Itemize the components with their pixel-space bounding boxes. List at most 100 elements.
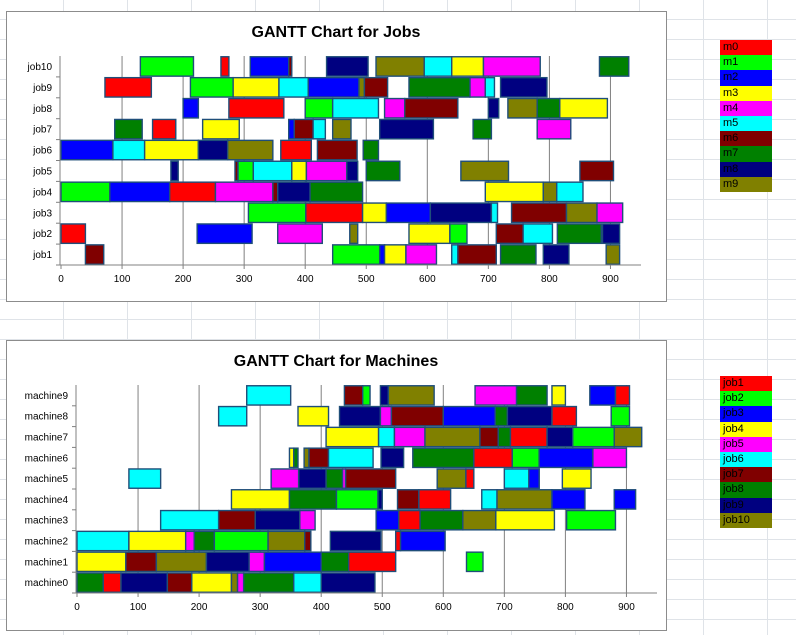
task-bar <box>288 56 293 77</box>
task-bar <box>320 551 350 573</box>
task-bar <box>303 447 310 469</box>
task-bar <box>329 530 382 552</box>
chart-title: GANTT Chart for Jobs <box>252 24 421 41</box>
task-bar <box>509 426 548 448</box>
task-bar <box>309 181 364 203</box>
task-bar <box>399 530 446 552</box>
x-tick-label: 600 <box>419 274 436 285</box>
legend-entry-m7: m7 <box>720 146 772 162</box>
task-bar <box>572 426 615 448</box>
task-bar <box>565 202 598 224</box>
machines-gantt-chart: GANTT Chart for Machines machine0 machine1… <box>25 353 657 613</box>
task-bar <box>556 181 584 203</box>
task-bar <box>278 76 309 98</box>
x-tick-label: 0 <box>74 602 80 613</box>
task-bar <box>338 405 382 427</box>
task-bar <box>495 509 556 531</box>
task-bar <box>128 468 162 489</box>
task-bar <box>383 97 406 119</box>
task-bar <box>347 551 397 573</box>
task-bar <box>451 56 485 77</box>
y-tick-label: machine0 <box>25 578 69 589</box>
task-bar <box>479 426 499 448</box>
task-bar <box>320 572 376 593</box>
legend-entry-job4: job4 <box>720 421 772 437</box>
task-bar <box>331 97 380 119</box>
task-bar <box>542 181 558 203</box>
task-bar <box>84 244 105 265</box>
task-bar <box>362 139 380 161</box>
task-bar <box>205 551 250 573</box>
task-bar <box>293 572 322 593</box>
task-bar <box>457 244 497 265</box>
task-bar <box>394 530 402 552</box>
task-bar <box>288 118 295 140</box>
y-tick-label: job5 <box>32 166 52 177</box>
task-bar <box>60 139 114 161</box>
task-bar <box>304 97 334 119</box>
legend-entry-job10: job10 <box>720 512 772 528</box>
y-tick-label: machine3 <box>25 516 69 527</box>
y-tick-label: machine7 <box>25 433 69 444</box>
task-bar <box>469 76 486 98</box>
task-bar <box>398 509 421 531</box>
task-bar <box>404 97 459 119</box>
y-tick-label: machine1 <box>25 557 69 568</box>
task-bar <box>536 97 561 119</box>
task-bar <box>237 160 255 182</box>
task-bar <box>304 530 312 552</box>
task-bar <box>377 489 383 510</box>
task-bar <box>325 56 369 77</box>
task-bar <box>143 139 200 161</box>
task-bar <box>393 426 426 448</box>
task-bar <box>605 244 621 265</box>
y-tick-label: job4 <box>32 187 52 198</box>
legend-entry-m9: m9 <box>720 176 772 192</box>
legend-entry-m5: m5 <box>720 115 772 132</box>
task-bar <box>472 118 493 140</box>
task-bar <box>559 97 609 119</box>
x-tick-label: 400 <box>297 274 314 285</box>
task-bar <box>159 509 220 531</box>
x-tick-label: 500 <box>374 602 391 613</box>
legend-entry-m1: m1 <box>720 55 772 71</box>
y-tick-label: job6 <box>32 146 52 157</box>
task-bar <box>217 405 248 427</box>
x-tick-label: 800 <box>541 274 558 285</box>
task-bar <box>497 426 512 448</box>
task-bar <box>114 118 143 140</box>
task-bar <box>383 244 407 265</box>
jobs-chart-panel: GANTT Chart for Jobs job1 job2 job3 job4 job5… <box>6 11 667 302</box>
task-bar <box>308 447 330 469</box>
task-bar <box>481 489 498 510</box>
task-bar <box>331 244 381 265</box>
task-bar <box>565 509 617 531</box>
x-tick-label: 900 <box>618 602 635 613</box>
task-bar <box>305 202 364 224</box>
task-bar <box>451 244 459 265</box>
legend-entry-job3: job3 <box>720 406 772 422</box>
y-tick-label: job8 <box>32 104 52 115</box>
task-bar <box>220 56 230 77</box>
legend-entry-m4: m4 <box>720 100 772 116</box>
x-tick-label: 200 <box>175 274 192 285</box>
task-bar <box>536 118 572 140</box>
x-tick-label: 700 <box>496 602 513 613</box>
task-bar <box>343 385 364 406</box>
task-bar <box>214 181 274 203</box>
task-bar <box>396 489 420 510</box>
task-bar <box>170 160 179 182</box>
task-bar <box>120 572 169 593</box>
task-bar <box>528 468 540 489</box>
task-bar <box>449 223 468 245</box>
task-bar <box>561 468 592 489</box>
y-tick-label: job2 <box>32 229 52 240</box>
y-tick-label: machine8 <box>25 412 69 423</box>
task-bar <box>197 139 229 161</box>
legend-entry-m3: m3 <box>720 85 772 101</box>
task-bar <box>429 202 493 224</box>
task-bar <box>358 76 366 98</box>
task-bar <box>248 551 266 573</box>
task-bar <box>496 489 553 510</box>
task-bar <box>484 181 544 203</box>
